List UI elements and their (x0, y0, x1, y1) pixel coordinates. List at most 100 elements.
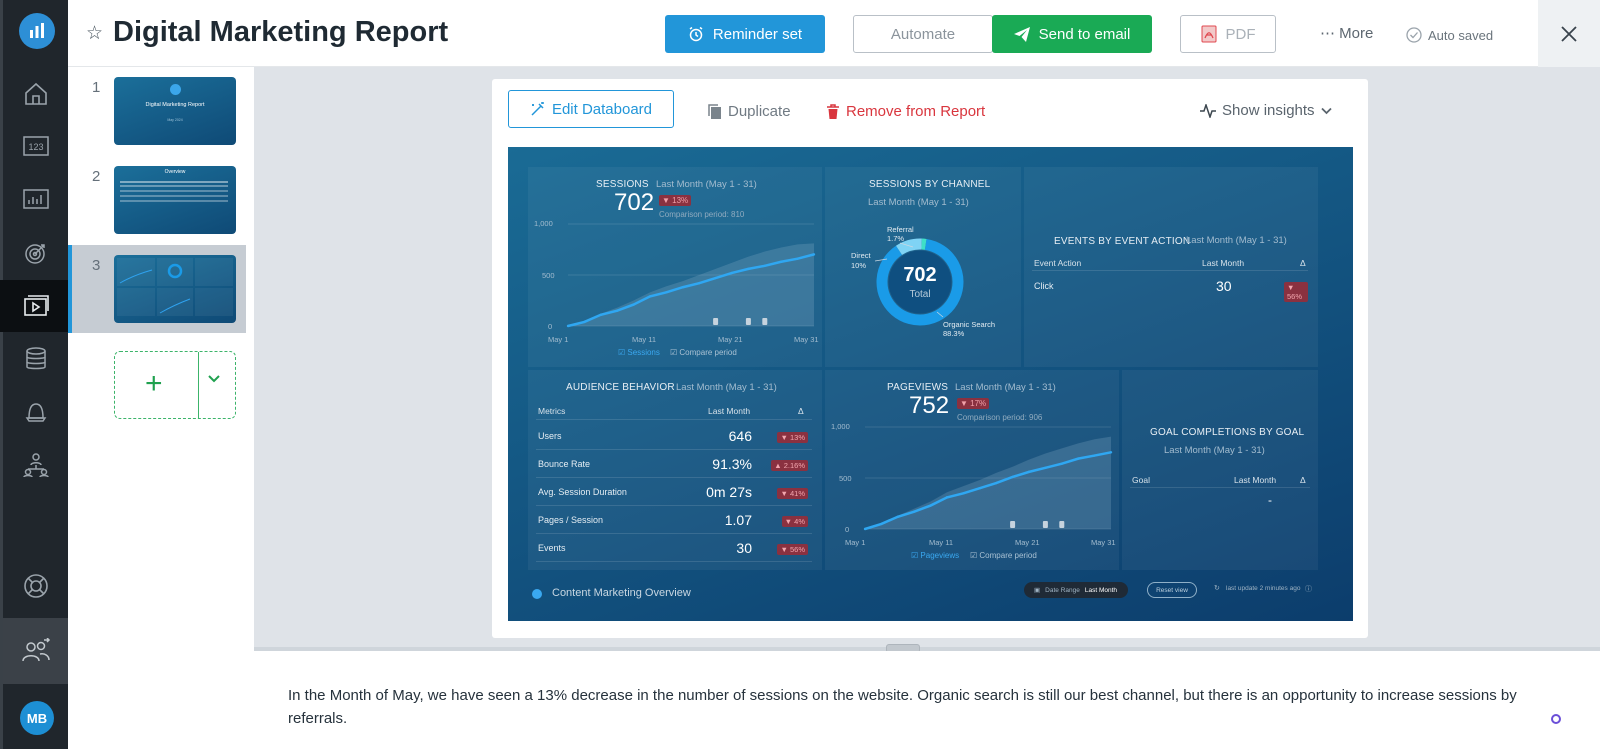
data-point[interactable] (763, 264, 766, 268)
pie-slice[interactable] (876, 238, 964, 326)
alerts-icon[interactable] (3, 386, 68, 438)
data-point[interactable] (962, 492, 965, 495)
legend-sessions[interactable]: ☑ Sessions (618, 348, 660, 357)
slide-thumbnail-3[interactable]: 3 (68, 245, 246, 333)
period-selector[interactable]: Last Month (May 1 - 31) (676, 382, 777, 393)
reports-icon[interactable] (0, 280, 68, 332)
data-point[interactable] (796, 257, 799, 260)
chevron-down-icon[interactable] (207, 374, 221, 384)
period-selector[interactable]: Last Month (May 1 - 31) (656, 179, 757, 190)
goals-icon[interactable] (3, 227, 68, 279)
annotation-marker-icon[interactable] (1059, 521, 1065, 528)
data-point[interactable] (1060, 462, 1063, 465)
assistant-icon[interactable] (1551, 714, 1561, 724)
data-point[interactable] (665, 291, 668, 294)
pdf-button[interactable]: PDF (1180, 15, 1276, 53)
data-point[interactable] (698, 281, 701, 285)
table-row[interactable]: Click 30 ▼ 56% (1032, 273, 1308, 302)
goal-completions-panel[interactable]: GOAL COMPLETIONS BY GOAL Last Month (May… (1122, 370, 1318, 570)
duplicate-button[interactable]: Duplicate (708, 103, 791, 120)
sessions-by-channel-panel[interactable]: SESSIONS BY CHANNEL Last Month (May 1 - … (825, 167, 1021, 367)
data-point[interactable] (1027, 470, 1031, 474)
table-row[interactable]: Users 646 ▼ 13% (536, 422, 812, 450)
home-icon[interactable] (3, 68, 68, 120)
data-point[interactable] (929, 504, 932, 507)
databox-logo[interactable] (19, 13, 55, 49)
show-insights-toggle[interactable]: Show insights (1200, 102, 1332, 119)
annotation-marker-icon[interactable] (745, 318, 751, 325)
slide-thumbnail-2[interactable]: 2 Overview (68, 156, 246, 244)
reminder-button[interactable]: Reminder set (665, 15, 825, 53)
data-point[interactable] (714, 276, 717, 280)
data-point[interactable] (747, 267, 750, 271)
table-row[interactable]: Bounce Rate 91.3% ▲ 2.16% (536, 450, 812, 478)
slide-notes[interactable]: In the Month of May, we have seen a 13% … (254, 651, 1600, 749)
data-point[interactable] (1044, 466, 1047, 469)
info-icon[interactable]: ⓘ (1305, 586, 1312, 593)
close-button[interactable] (1538, 0, 1600, 67)
legend-compare[interactable]: ☑ Compare period (970, 551, 1037, 560)
sessions-panel[interactable]: SESSIONS Last Month (May 1 - 31) 702 ▼ 1… (528, 167, 822, 367)
data-point[interactable] (913, 510, 916, 513)
data-point[interactable] (648, 295, 652, 298)
data-point[interactable] (1077, 457, 1080, 460)
data-point[interactable] (583, 320, 586, 324)
help-icon[interactable] (3, 560, 68, 612)
data-point[interactable] (780, 260, 783, 263)
report-title[interactable]: Digital Marketing Report (113, 16, 449, 48)
dashboard-icon[interactable] (3, 174, 68, 226)
add-slide-button[interactable]: + (114, 351, 236, 419)
period-selector[interactable]: Last Month (May 1 - 31) (955, 382, 1056, 393)
date-range-selector[interactable]: ▣ Date Range Last Month (1024, 582, 1128, 598)
avatar[interactable]: MB (20, 701, 54, 735)
org-icon[interactable] (3, 439, 68, 491)
calendar-icon: ▣ (1034, 587, 1041, 594)
notes-text[interactable]: In the Month of May, we have seen a 13% … (288, 687, 1517, 727)
annotation-marker-icon[interactable] (1010, 521, 1016, 528)
data-point[interactable] (945, 496, 949, 499)
data-point[interactable] (632, 303, 635, 306)
slide-thumbnail-1[interactable]: 1 Digital Marketing Report May 2024 (68, 67, 246, 155)
automate-button[interactable]: Automate (853, 15, 993, 53)
data-point[interactable] (896, 515, 899, 518)
pie-slice[interactable] (895, 238, 922, 256)
data-point[interactable] (863, 527, 867, 531)
data-point[interactable] (880, 522, 883, 526)
star-icon[interactable]: ☆ (86, 23, 104, 44)
data-point[interactable] (616, 309, 619, 312)
data-point[interactable] (730, 271, 734, 275)
audience-behavior-panel[interactable]: AUDIENCE BEHAVIOR Last Month (May 1 - 31… (528, 370, 822, 570)
data-icon[interactable] (3, 333, 68, 385)
send-email-button[interactable]: Send to email (992, 15, 1152, 53)
remove-from-report-button[interactable]: Remove from Report (826, 103, 985, 120)
annotation-marker-icon[interactable] (1042, 521, 1048, 528)
annotation-marker-icon[interactable] (762, 318, 768, 325)
table-row[interactable]: Pages / Session 1.07 ▼ 4% (536, 506, 812, 534)
legend-pageviews[interactable]: ☑ Pageviews (911, 551, 960, 560)
data-point[interactable] (1093, 454, 1096, 457)
pageviews-panel[interactable]: PAGEVIEWS Last Month (May 1 - 31) 752 ▼ … (825, 370, 1119, 570)
data-point[interactable] (812, 253, 816, 256)
data-point[interactable] (566, 324, 570, 328)
period-selector[interactable]: Last Month (May 1 - 31) (1164, 445, 1265, 456)
data-point[interactable] (599, 313, 602, 316)
legend-compare[interactable]: ☑ Compare period (670, 348, 737, 357)
data-point[interactable] (978, 487, 981, 490)
period-selector[interactable]: Last Month (May 1 - 31) (1186, 235, 1287, 246)
row-name: Events (538, 543, 566, 553)
data-point[interactable] (681, 286, 684, 289)
annotation-marker-icon[interactable] (713, 318, 719, 325)
events-panel[interactable]: EVENTS BY EVENT ACTION Last Month (May 1… (1024, 167, 1318, 367)
data-point[interactable] (995, 481, 998, 485)
edit-databoard-button[interactable]: Edit Databoard (508, 90, 674, 128)
data-point[interactable] (1011, 475, 1014, 479)
table-row[interactable]: Goal Completions0 (536, 562, 812, 568)
numbers-icon[interactable]: 123 (3, 121, 68, 173)
table-row[interactable]: Events 30 ▼ 56% (536, 534, 812, 562)
data-point[interactable] (1109, 451, 1113, 454)
period-selector[interactable]: Last Month (May 1 - 31) (868, 197, 969, 208)
more-button[interactable]: ⋯ More (1320, 24, 1373, 42)
table-row[interactable]: Avg. Session Duration 0m 27s ▼ 41% (536, 478, 812, 506)
team-icon[interactable] (3, 618, 68, 684)
reset-view-button[interactable]: Reset view (1147, 582, 1197, 598)
